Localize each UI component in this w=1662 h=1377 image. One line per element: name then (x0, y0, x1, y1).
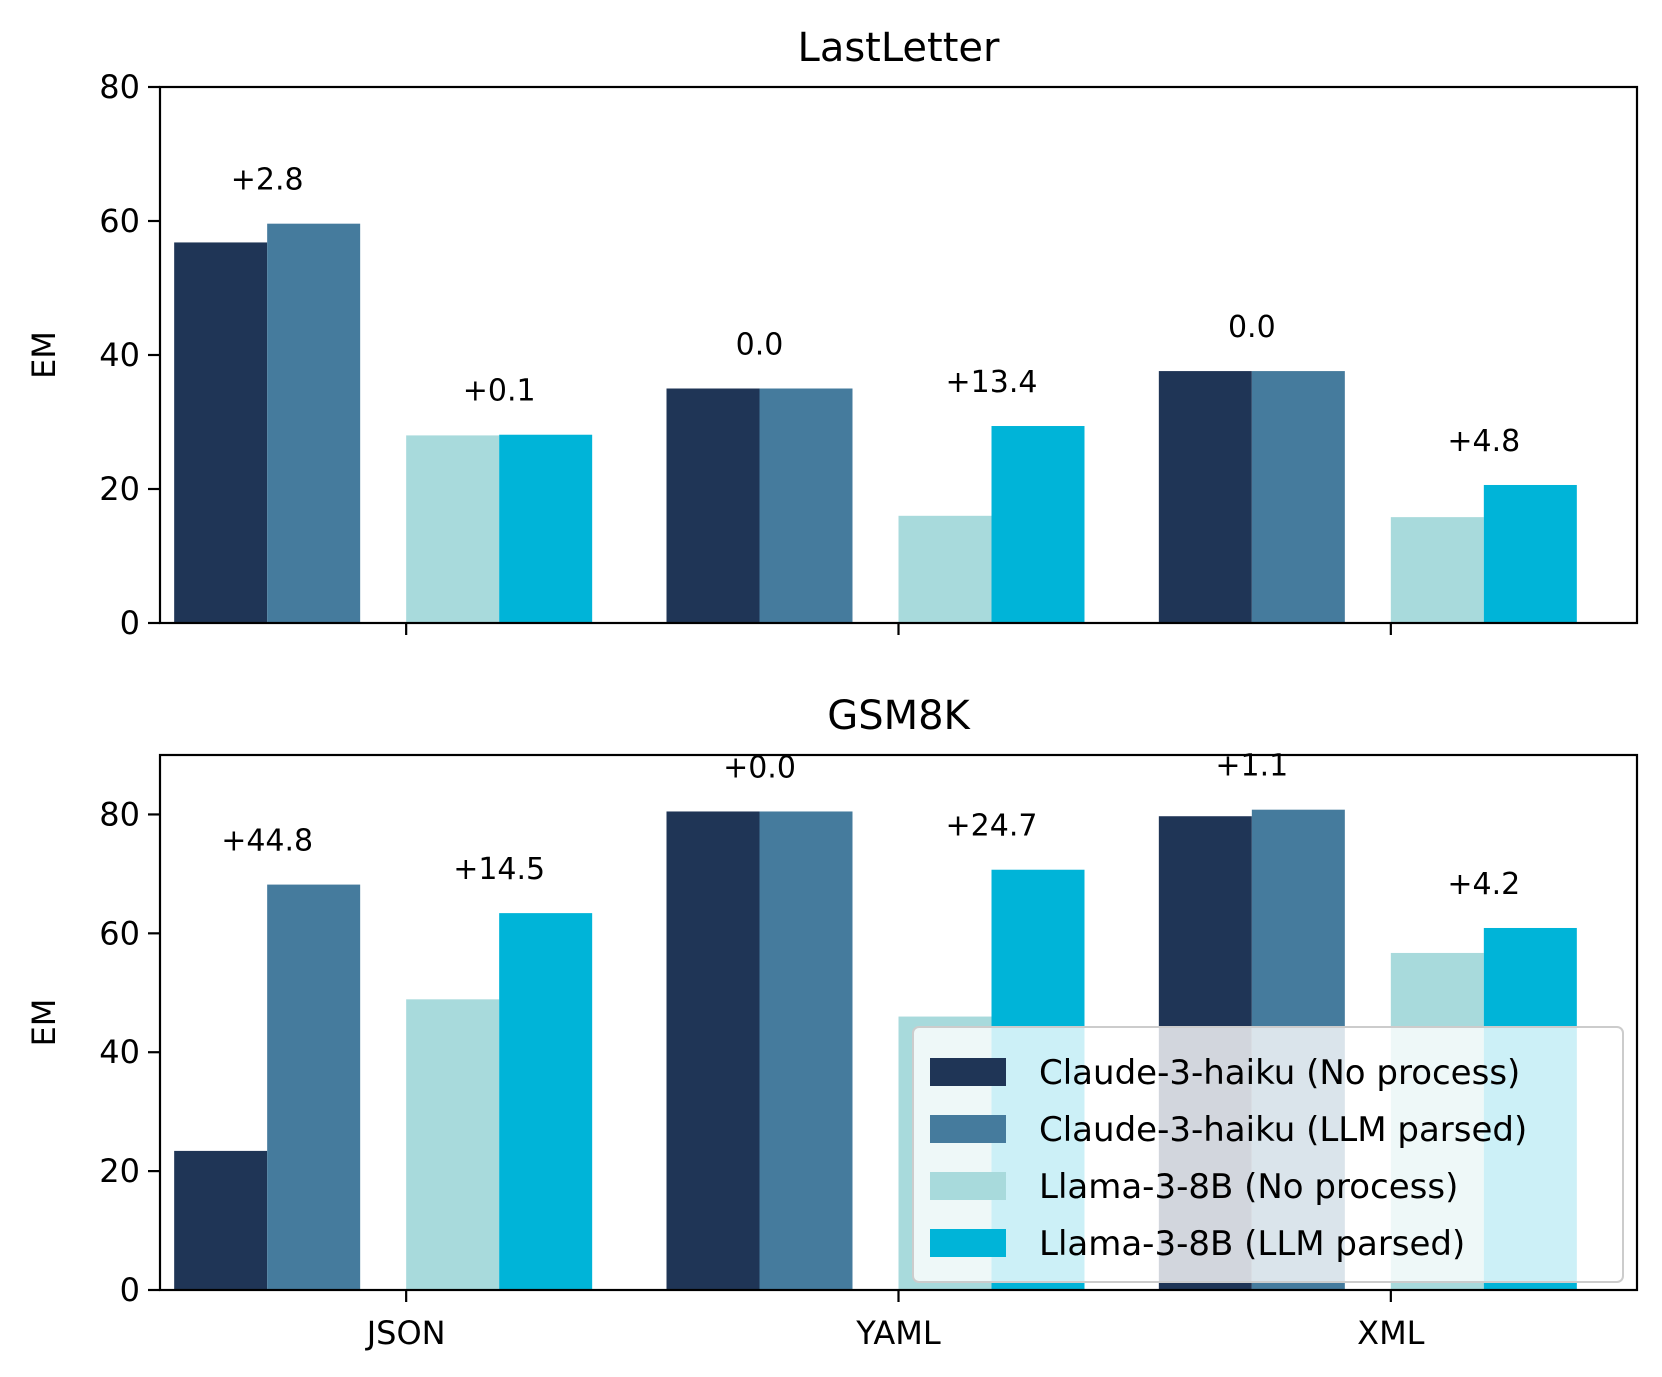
chart-title: GSM8K (827, 693, 971, 739)
bar-json-1 (267, 884, 361, 1290)
y-axis-label: EM (25, 331, 63, 379)
bar-yaml-1 (759, 811, 853, 1290)
bar-annotation: +0.0 (723, 750, 796, 785)
legend-swatch (930, 1115, 1006, 1143)
bar-annotation: +2.8 (231, 163, 304, 198)
bar-xml-1 (1251, 371, 1345, 623)
bar-json-3 (499, 913, 593, 1290)
subplot-lastletter: +2.8 +0.1 0.0 +13.4 0.0 +4.8 0 20 40 60 80 LastLett… (25, 25, 1639, 642)
legend-label: Claude-3-haiku (LLM parsed) (1039, 1110, 1527, 1150)
bar-yaml-2 (898, 515, 992, 623)
bar-yaml-3 (991, 426, 1085, 623)
bar-annotation: +24.7 (946, 809, 1038, 844)
subplot-gsm8k: +44.8+14.5+0.0+24.7+1.1+4.2020406080JSON… (25, 693, 1639, 1352)
legend-swatch (930, 1229, 1006, 1257)
bar-json-3 (499, 434, 593, 623)
y-axis-label: EM (25, 999, 63, 1047)
legend-box (912, 1026, 1624, 1283)
y-tick-label: 20 (99, 470, 140, 508)
legend-label: Llama-3-8B (No process) (1039, 1167, 1458, 1207)
y-tick-label: 60 (99, 914, 140, 952)
legend-swatch (930, 1058, 1006, 1086)
bar-xml-2 (1390, 517, 1484, 623)
chart-title: LastLetter (798, 25, 1000, 71)
bar-annotation: 0.0 (736, 328, 784, 363)
bar-json-2 (406, 999, 500, 1290)
bar-json-1 (267, 223, 361, 623)
legend-label: Llama-3-8B (LLM parsed) (1039, 1224, 1465, 1264)
legend-swatch (930, 1172, 1006, 1200)
y-tick-label: 60 (99, 202, 140, 240)
x-tick-label: XML (1357, 1314, 1425, 1352)
bar-yaml-0 (666, 811, 760, 1290)
y-tick-label: 20 (99, 1152, 140, 1190)
bar-yaml-1 (759, 388, 853, 623)
bar-xml-3 (1483, 484, 1577, 623)
y-tick-label: 80 (99, 68, 140, 106)
bar-annotation: +13.4 (946, 365, 1038, 400)
bar-annotation: +44.8 (221, 824, 313, 859)
y-tick-label: 40 (99, 1033, 140, 1071)
bar-annotation: +14.5 (453, 852, 545, 887)
x-tick-label: JSON (365, 1314, 446, 1352)
legend: Claude-3-haiku (No process) Claude-3-haik… (912, 1026, 1624, 1283)
bar-annotation: +0.1 (463, 374, 536, 409)
y-tick-label: 0 (120, 1271, 140, 1309)
x-tick-label: YAML (855, 1314, 941, 1352)
bar-annotation: +4.2 (1447, 867, 1520, 902)
y-tick-label: 40 (99, 336, 140, 374)
y-tick-label: 0 (120, 604, 140, 642)
bar-json-0 (174, 242, 268, 623)
bar-json-0 (174, 1150, 268, 1290)
legend-label: Claude-3-haiku (No process) (1039, 1053, 1520, 1093)
y-tick-label: 80 (99, 795, 140, 833)
bar-yaml-0 (666, 388, 760, 623)
bar-annotation: +4.8 (1447, 424, 1520, 459)
bar-json-2 (406, 435, 500, 623)
bar-annotation: 0.0 (1228, 310, 1276, 345)
bar-xml-0 (1158, 371, 1252, 623)
